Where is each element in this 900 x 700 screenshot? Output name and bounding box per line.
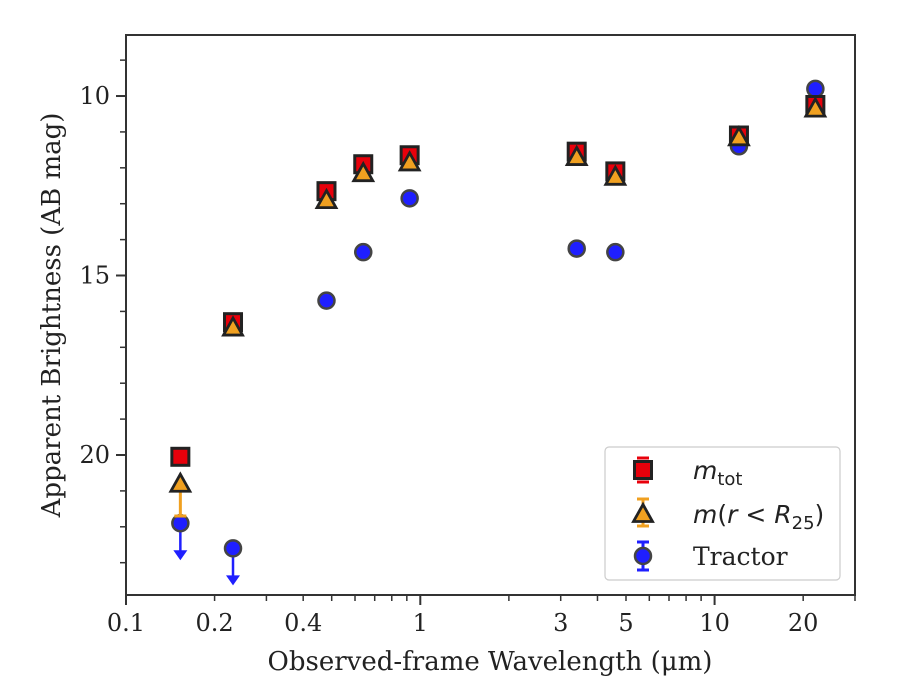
point-circle-2 xyxy=(317,291,336,310)
point-triangle-7 xyxy=(727,124,751,147)
point-circle-4 xyxy=(400,189,419,208)
point-triangle-6 xyxy=(603,164,628,186)
y-tick-label: 20 xyxy=(79,441,110,469)
point-triangle-5 xyxy=(564,144,589,166)
upper-limit-arrow-head xyxy=(173,550,188,561)
point-circle-3 xyxy=(354,242,373,262)
y-tick-label: 10 xyxy=(79,82,110,110)
legend-label-mtot: mtot xyxy=(693,456,743,490)
point-circle-6 xyxy=(606,242,625,262)
legend-square-marker xyxy=(633,460,653,480)
point-circle-8 xyxy=(806,79,825,99)
point-triangle-3 xyxy=(351,160,376,183)
data-points xyxy=(168,79,828,586)
legend-label-mr25: m(r < R25) xyxy=(693,500,824,534)
legend-box xyxy=(604,446,841,581)
x-tick-label: 0.2 xyxy=(196,609,234,637)
plot-frame xyxy=(125,34,856,596)
x-tick-label: 0.4 xyxy=(284,609,322,637)
legend-label-tractor: Tractor xyxy=(693,542,788,571)
y-axis-label: Apparent Brightness (AB mag) xyxy=(37,113,67,519)
point-triangle-4 xyxy=(397,150,422,172)
legend: mtot m(r < R25) Tractor xyxy=(604,446,841,581)
legend-circle-marker xyxy=(633,546,653,566)
x-tick-label: 3 xyxy=(553,609,568,637)
x-axis-ticks: 0.1 0.2 0.4 1 3 5 10 20 xyxy=(107,595,856,637)
legend-triangle-marker xyxy=(631,501,655,523)
upper-limit-arrow-head xyxy=(226,575,241,586)
point-triangle-1 xyxy=(221,315,245,337)
point-circle-0 xyxy=(171,513,190,533)
x-axis-label: Observed-frame Wavelength (μm) xyxy=(268,647,713,677)
point-triangle-2 xyxy=(314,187,339,210)
point-circle-5 xyxy=(567,239,586,258)
point-triangle-0 xyxy=(168,471,193,493)
x-tick-label: 5 xyxy=(618,609,633,637)
x-tick-label: 1 xyxy=(413,609,428,637)
y-axis-ticks: 10 15 20 xyxy=(79,59,126,564)
x-tick-label: 10 xyxy=(699,609,730,637)
point-circle-1 xyxy=(223,539,243,558)
x-tick-label: 20 xyxy=(788,609,819,637)
point-triangle-8 xyxy=(803,96,828,118)
x-tick-label: 0.1 xyxy=(107,609,145,637)
y-tick-label: 15 xyxy=(79,262,110,290)
point-square-0 xyxy=(170,446,191,467)
